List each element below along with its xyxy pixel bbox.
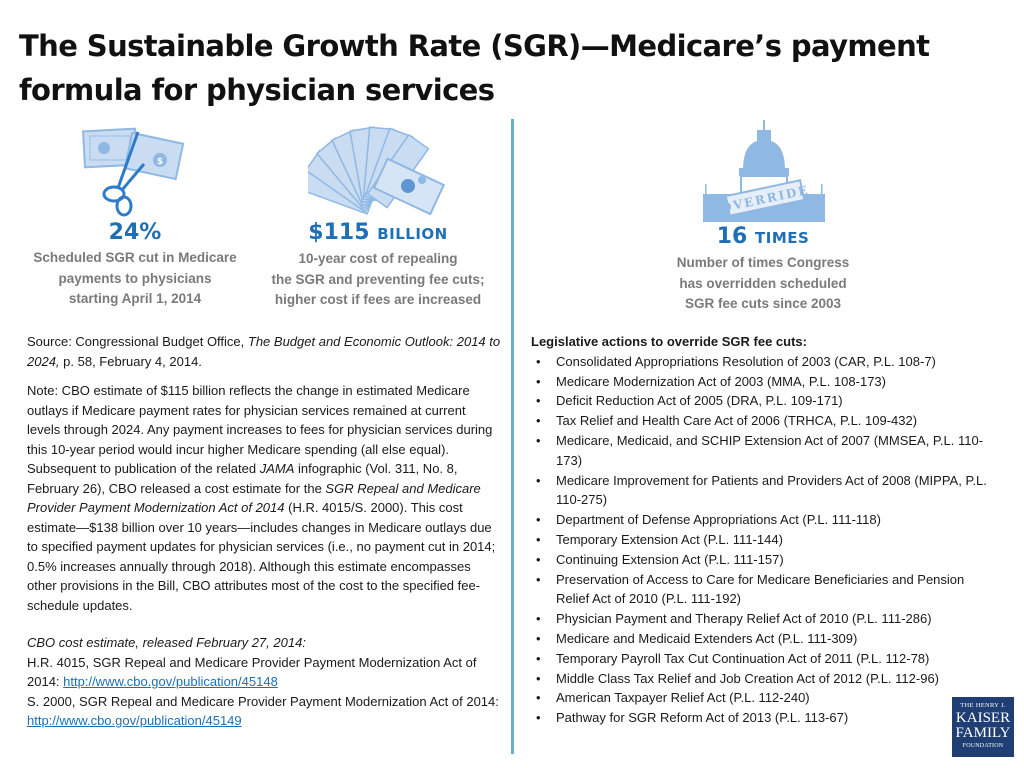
legislative-item: Consolidated Appropriations Resolution o… [531, 352, 1001, 372]
stat-desc-line: Scheduled SGR cut in Medicare [33, 250, 237, 265]
legislative-item: Temporary Extension Act (P.L. 111-144) [531, 530, 1001, 550]
legislative-item: Medicare Improvement for Patients and Pr… [531, 471, 1001, 511]
stat-repeal-cost: $115 BILLION 10-year cost of repealing t… [258, 118, 498, 311]
logo-line: FOUNDATION [962, 743, 1004, 749]
stat-number: 16 [716, 224, 748, 249]
svg-text:$: $ [157, 157, 163, 167]
logo-line: FAMILY [955, 725, 1011, 741]
stat-desc-line: SGR fee cuts since 2003 [684, 296, 842, 311]
legislative-item: Preservation of Access to Care for Medic… [531, 570, 1001, 610]
cbo-estimate-heading: CBO cost estimate, released February 27,… [27, 635, 306, 650]
note-act-title: SGR Repeal and Medicare Provider Payment… [27, 480, 481, 516]
source-citation: Source: Congressional Budget Office, The… [27, 332, 502, 371]
notes-column: Source: Congressional Budget Office, The… [27, 332, 502, 741]
legislative-actions: Legislative actions to override SGR fee … [531, 332, 1001, 728]
stat-desc-line: payments to physicians [58, 270, 212, 286]
stat-unit: BILLION [377, 225, 448, 243]
cbo-link-45149[interactable]: http://www.cbo.gov/publication/45149 [27, 713, 242, 728]
cbo-estimate-item: H.R. 4015, SGR Repeal and Medicare Provi… [27, 654, 477, 690]
stat-desc-line: the SGR and preventing fee cuts; [271, 271, 485, 287]
stat-override-count: OVERRIDE 16 TIMES Number of times Congre… [640, 118, 886, 315]
stat-desc-line: Number of times Congress [676, 255, 850, 270]
cbo-estimate-block: CBO cost estimate, released February 27,… [27, 633, 502, 731]
legislative-item: Department of Defense Appropriations Act… [531, 510, 1001, 530]
legislative-item: American Taxpayer Relief Act (P.L. 112-2… [531, 688, 1001, 708]
stat-unit: TIMES [755, 229, 810, 247]
stat-desc-line: starting April 1, 2014 [68, 291, 202, 306]
stat-value: 16 TIMES [640, 224, 886, 251]
stat-number: $115 [308, 220, 370, 245]
stat-description: Number of times Congress has overridden … [640, 253, 886, 315]
legislative-item: Temporary Payroll Tax Cut Continuation A… [531, 649, 1001, 669]
fanned-dollar-bills-icon [308, 126, 446, 216]
legislative-item: Medicare and Medicaid Extenders Act (P.L… [531, 629, 1001, 649]
legislative-item: Physician Payment and Therapy Relief Act… [531, 609, 1001, 629]
source-suffix: p. 58, February 4, 2014. [59, 353, 202, 369]
legislative-item: Middle Class Tax Relief and Job Creation… [531, 669, 1001, 689]
legislative-item: Deficit Reduction Act of 2005 (DRA, P.L.… [531, 391, 1001, 411]
note-jama: JAMA [259, 461, 295, 476]
capitol-override-stamp-icon: OVERRIDE [703, 120, 825, 222]
legislative-item: Continuing Extension Act (P.L. 111-157) [531, 550, 1001, 570]
note-text: Note: CBO estimate of $115 billion refle… [27, 383, 493, 476]
stat-value: $115 BILLION [258, 220, 498, 247]
stat-desc-line: higher cost if fees are increased [274, 292, 482, 307]
legislative-item: Medicare Modernization Act of 2003 (MMA,… [531, 372, 1001, 392]
source-title: The Budget and Economic Outlook: 2014 to… [27, 334, 501, 369]
cbo-link-45148[interactable]: http://www.cbo.gov/publication/45148 [63, 674, 278, 689]
column-divider [511, 119, 514, 754]
legislative-item: Pathway for SGR Reform Act of 2013 (P.L.… [531, 708, 1001, 728]
note-text: (H.R. 4015/S. 2000). This cost estimate—… [27, 500, 496, 613]
legislative-list: Consolidated Appropriations Resolution o… [531, 352, 1001, 728]
cbo-estimate-item: S. 2000, SGR Repeal and Medicare Provide… [27, 693, 499, 709]
page-title: The Sustainable Growth Rate (SGR)—Medica… [19, 29, 930, 107]
note-paragraph: Note: CBO estimate of $115 billion refle… [27, 381, 502, 615]
legislative-item: Medicare, Medicaid, and SCHIP Extension … [531, 431, 1001, 471]
stat-number: 24% [108, 220, 162, 245]
stat-description: 10-year cost of repealing the SGR and pr… [258, 249, 498, 311]
scissors-cutting-dollar-icon: $ [82, 127, 185, 217]
stat-sgr-cut: $ 24% Scheduled SGR cut in Medicare paym… [18, 118, 252, 310]
logo-line: THE HENRY J. [960, 702, 1006, 709]
stat-description: Scheduled SGR cut in Medicare payments t… [18, 248, 252, 310]
note-text: infographic (Vol. 311, No. 8, February 2… [27, 461, 458, 496]
stat-desc-line: 10-year cost of repealing [298, 251, 458, 266]
stat-desc-line: has overridden scheduled [679, 275, 847, 291]
stat-value: 24% [18, 220, 252, 246]
legislative-heading: Legislative actions to override SGR fee … [531, 334, 807, 349]
legislative-item: Tax Relief and Health Care Act of 2006 (… [531, 411, 1001, 431]
logo-line: KAISER [955, 710, 1011, 726]
kaiser-family-foundation-logo: THE HENRY J. KAISER FAMILY FOUNDATION [952, 697, 1014, 757]
source-prefix: Source: Congressional Budget Office, [27, 334, 248, 349]
